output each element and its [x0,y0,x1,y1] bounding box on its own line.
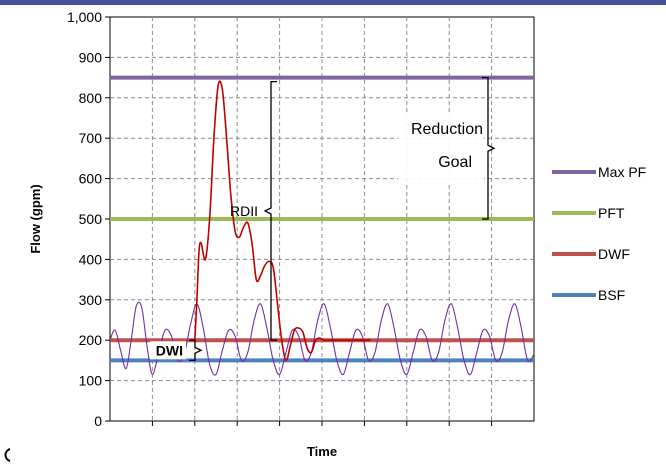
legend-label-dwf: DWF [598,246,630,262]
legend-label-pft: PFT [598,205,625,221]
reduction-goal-brace [482,76,496,220]
legend-layer: Max PF PFT DWF BSF [552,164,646,303]
annotation-reduction-bg [398,115,484,185]
partial-glyph-icon [4,448,11,462]
y-tick-label: 900 [79,49,103,65]
dwi-brace [189,339,203,362]
rdii-brace [263,80,277,341]
y-tick-label: 600 [79,171,103,187]
annotation-goal: Goal [438,154,472,171]
axis-layer: 0 100 200 300 400 500 600 700 800 900 1,000 [67,9,493,429]
y-axis-title: Flow (gpm) [28,184,43,253]
x-axis-title: Time [307,444,337,459]
annotation-dwi: DWI [156,342,183,358]
y-tick-label: 400 [79,251,103,267]
y-tick-label: 1,000 [67,9,102,25]
annotation-layer: RDII DWI Reduction Goal [150,76,496,362]
wet-weather-flow-curve [194,80,371,362]
y-tick-label: 300 [79,292,103,308]
annotation-dwi-bg [150,341,186,360]
annotation-reduction: Reduction [411,121,483,138]
legend-label-max-pf: Max PF [598,164,646,180]
y-tick-label: 200 [79,332,103,348]
annotation-rdii: RDII [230,203,258,219]
y-tick-label: 500 [79,211,103,227]
header-band [0,0,666,5]
y-tick-label: 800 [79,90,103,106]
y-tick-label: 700 [79,130,103,146]
y-tick-label: 0 [94,413,102,429]
y-tick-label: 100 [79,373,103,389]
legend-label-bsf: BSF [598,287,625,303]
